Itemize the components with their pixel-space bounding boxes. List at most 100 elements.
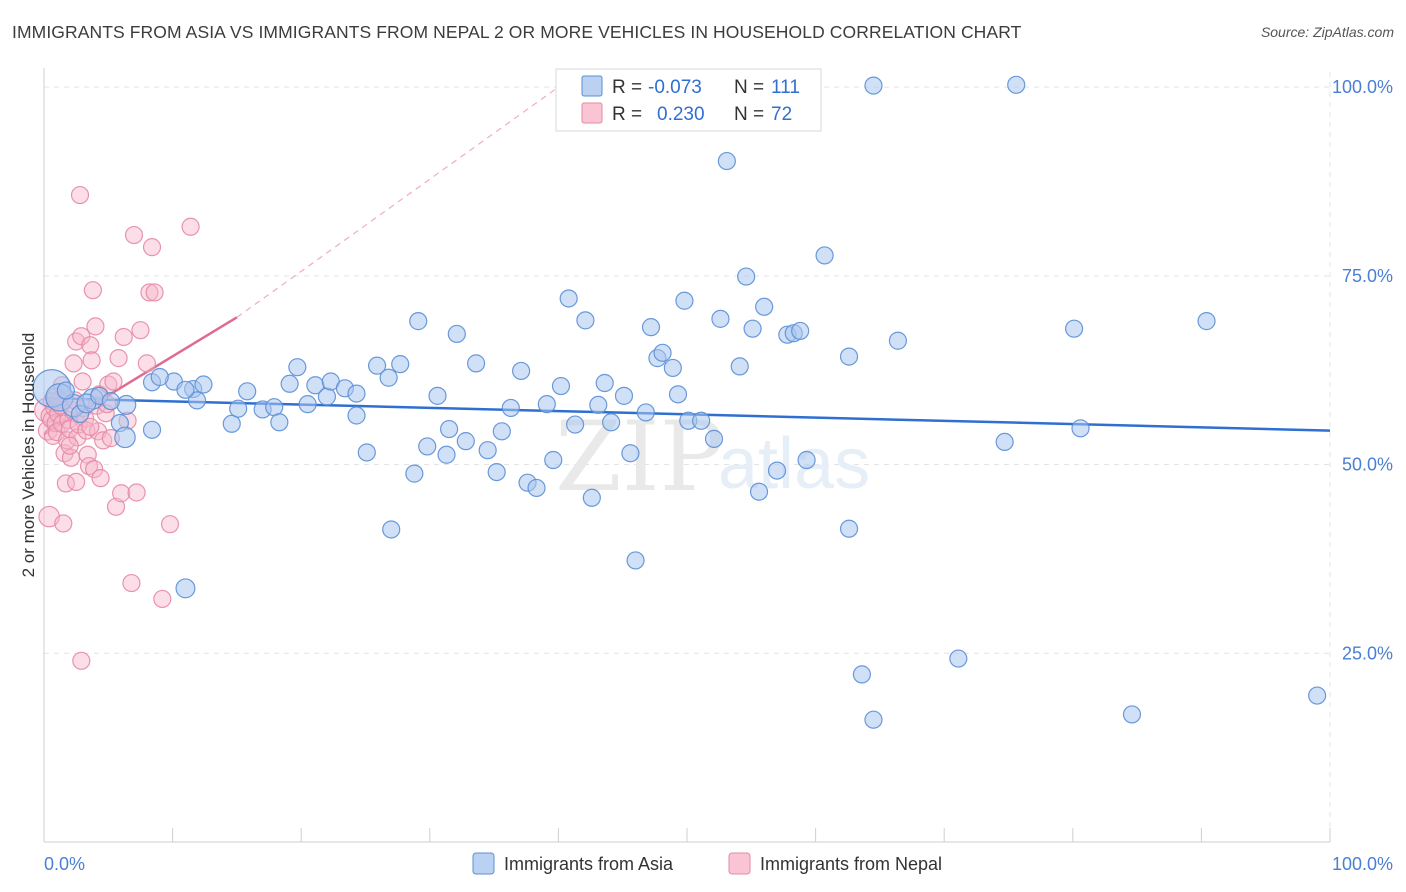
asia-point-28 xyxy=(347,384,366,403)
legend-swatch-asia xyxy=(581,75,603,97)
legend-nepal-n-value: 72 xyxy=(771,104,792,125)
source-label: Source: ZipAtlas.com xyxy=(1260,24,1394,40)
asia-point-61 xyxy=(614,386,634,405)
asia-point-64 xyxy=(636,403,655,422)
nepal-point-58 xyxy=(131,321,150,340)
asia-point-33 xyxy=(382,520,401,539)
nepal-point-38 xyxy=(83,281,102,300)
nepal-point-60 xyxy=(140,283,159,302)
series-legend-swatch-asia xyxy=(472,852,495,875)
asia-point-104 xyxy=(101,392,120,411)
asia-point-14 xyxy=(175,578,196,599)
series-legend-label-nepal: Immigrants from Nepal xyxy=(760,854,942,874)
asia-point-16 xyxy=(229,399,248,418)
asia-point-91 xyxy=(864,710,883,729)
asia-point-42 xyxy=(456,432,475,451)
nepal-point-56 xyxy=(124,225,144,245)
nepal-point-39 xyxy=(85,459,104,479)
nepal-point-49 xyxy=(104,372,123,391)
nepal-point-59 xyxy=(137,354,156,373)
nepal-point-63 xyxy=(153,589,172,609)
legend-asia-r-label: R = xyxy=(612,77,642,98)
nepal-point-44 xyxy=(91,469,110,488)
nepal-point-37 xyxy=(82,351,101,370)
asia-point-25 xyxy=(317,387,337,406)
trendlines xyxy=(43,86,1331,436)
asia-point-106 xyxy=(150,367,169,387)
asia-point-45 xyxy=(487,462,506,482)
asia-point-84 xyxy=(791,321,810,341)
asia-point-20 xyxy=(270,413,289,432)
asia-point-31 xyxy=(367,356,387,375)
nepal-point-70 xyxy=(81,417,100,436)
asia-point-40 xyxy=(439,419,459,439)
asia-point-65 xyxy=(641,318,661,337)
asia-point-78 xyxy=(743,319,762,338)
asia-point-43 xyxy=(466,354,486,373)
nepal-point-61 xyxy=(142,238,162,257)
stats-legend: R = -0.073 N = 111 R = 0.230 N = 72 xyxy=(555,68,822,132)
asia-point-89 xyxy=(852,665,871,684)
asia-point-47 xyxy=(501,398,520,418)
asia-point-90 xyxy=(864,76,883,95)
asia-point-5 xyxy=(114,426,136,449)
asia-point-72 xyxy=(692,411,711,430)
asia-point-59 xyxy=(595,373,614,393)
asia-point-76 xyxy=(730,357,749,376)
legend-nepal-r-value: 0.230 xyxy=(657,104,705,125)
asia-point-51 xyxy=(537,395,556,414)
legend-nepal-r-label: R = xyxy=(612,104,642,125)
nepal-point-53 xyxy=(114,327,133,347)
legend-asia-r-value: -0.073 xyxy=(648,77,702,98)
nepal-point-30 xyxy=(73,372,92,391)
asia-point-88 xyxy=(839,519,859,538)
asia-point-57 xyxy=(582,488,601,507)
chart-title: IMMIGRANTS FROM ASIA VS IMMIGRANTS FROM … xyxy=(12,22,1022,42)
asia-point-6 xyxy=(116,394,137,415)
asia-point-100 xyxy=(1308,686,1327,705)
legend-asia-n-label: N = xyxy=(734,77,764,98)
asia-point-97 xyxy=(1071,419,1090,438)
asia-point-74 xyxy=(711,309,730,328)
x-tick-label-max: 100.0% xyxy=(1332,854,1393,874)
asia-point-17 xyxy=(238,382,257,401)
asia-point-11 xyxy=(187,391,207,410)
nepal-point-22 xyxy=(64,354,83,373)
asia-point-98 xyxy=(1122,705,1142,724)
nepal-point-55 xyxy=(122,573,141,593)
asia-point-56 xyxy=(576,311,595,330)
nepal-trendline-extension xyxy=(236,86,559,318)
asia-point-30 xyxy=(357,443,376,462)
nepal-point-2 xyxy=(38,505,60,528)
nepal-point-50 xyxy=(106,497,126,516)
axes xyxy=(43,68,1331,843)
asia-point-62 xyxy=(621,444,640,463)
nepal-point-40 xyxy=(86,317,105,336)
asia-point-60 xyxy=(602,413,621,432)
y-axis-label: 2 or more Vehicles in Household xyxy=(19,333,38,578)
asia-point-12 xyxy=(194,375,213,394)
watermark-atlas: atlas xyxy=(718,424,870,504)
legend-asia-n-value: 111 xyxy=(771,77,800,98)
asia-point-58 xyxy=(589,395,608,415)
asia-point-32 xyxy=(379,368,398,387)
asia-point-85 xyxy=(797,450,816,470)
asia-point-36 xyxy=(409,312,428,331)
asia-point-95 xyxy=(1007,75,1026,94)
legend-swatch-nepal xyxy=(581,102,603,124)
asia-point-19 xyxy=(265,398,284,417)
asia-point-68 xyxy=(663,358,682,378)
asia-point-69 xyxy=(668,385,688,404)
asia-point-34 xyxy=(391,355,410,374)
asia-point-55 xyxy=(566,415,585,434)
nepal-point-24 xyxy=(67,472,86,492)
asia-point-87 xyxy=(839,347,859,366)
y-tick-labels: 25.0% 50.0% 75.0% 100.0% xyxy=(1332,77,1393,663)
asia-point-92 xyxy=(888,331,908,350)
legend-nepal-n-label: N = xyxy=(734,104,764,125)
y-tick-label-100: 100.0% xyxy=(1332,77,1393,97)
asia-point-39 xyxy=(437,445,456,464)
asia-point-44 xyxy=(478,441,497,460)
nepal-point-69 xyxy=(60,436,79,455)
asia-point-21 xyxy=(280,374,299,393)
